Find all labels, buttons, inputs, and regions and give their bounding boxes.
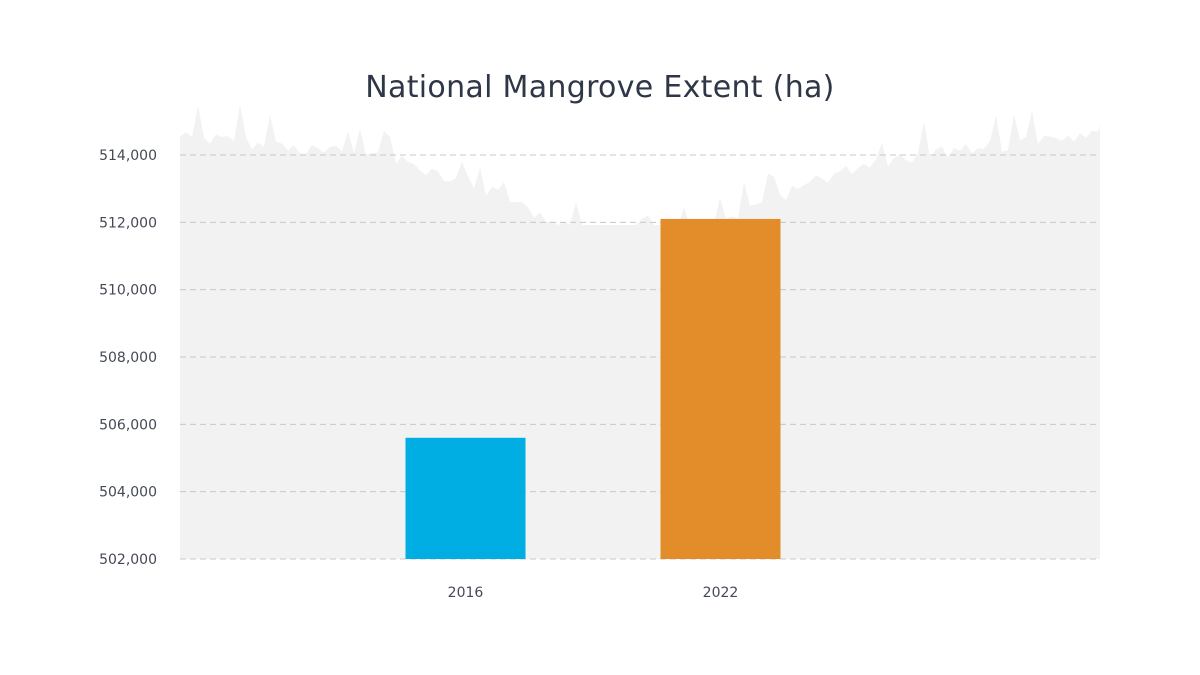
y-tick-label: 508,000 — [99, 350, 157, 366]
bars — [405, 218, 781, 559]
x-category-label: 2022 — [703, 585, 739, 601]
plot-background — [180, 104, 1100, 559]
y-tick-label: 514,000 — [99, 148, 157, 164]
y-tick-label: 510,000 — [99, 283, 157, 299]
forest-silhouette-background — [180, 104, 1100, 559]
y-tick-label: 512,000 — [99, 215, 157, 231]
x-axis-labels: 2016 2022 — [448, 585, 739, 601]
bar-2016 — [405, 437, 526, 559]
gridlines — [180, 154, 1100, 560]
chart-title: National Mangrove Extent (ha) — [365, 70, 835, 105]
y-axis-ticks: 502,000 504,000 506,000 508,000 510,000 512,0… — [99, 148, 157, 568]
y-tick-label: 506,000 — [99, 417, 157, 433]
x-category-label: 2016 — [448, 585, 484, 601]
bar-2022 — [660, 218, 781, 559]
y-tick-label: 502,000 — [99, 552, 157, 568]
y-tick-label: 504,000 — [99, 485, 157, 501]
